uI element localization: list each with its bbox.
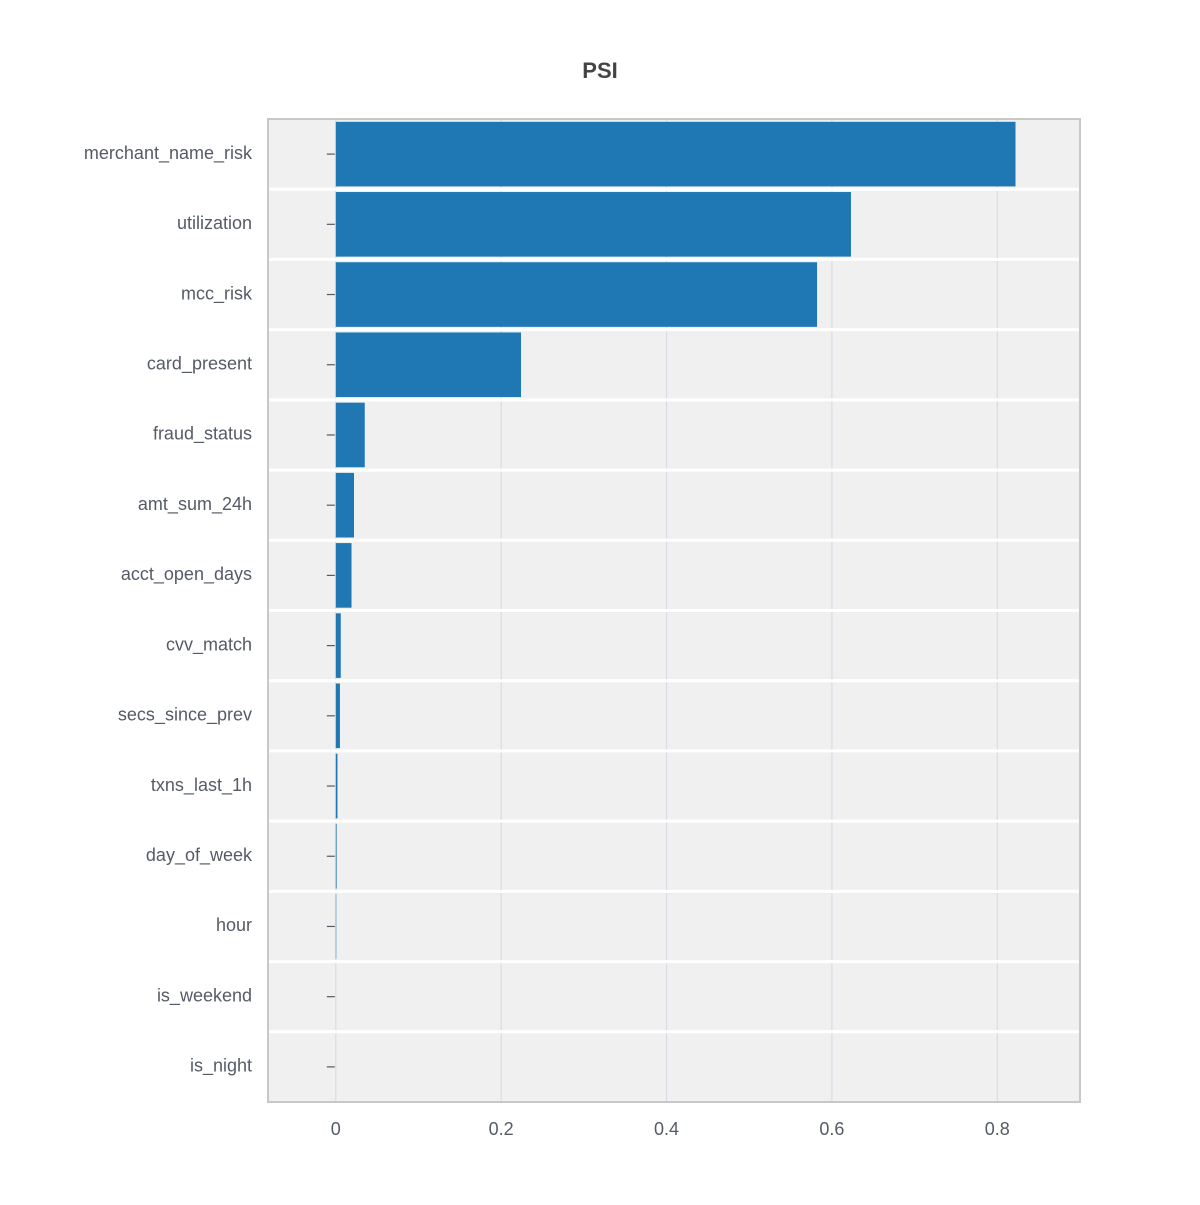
- bar: [336, 192, 851, 257]
- y-tick-label: amt_sum_24h: [138, 494, 252, 515]
- x-tick-label: 0: [331, 1119, 341, 1139]
- bar: [336, 754, 338, 819]
- y-tick-label: mcc_risk: [181, 283, 253, 304]
- y-tick-label: is_weekend: [157, 985, 252, 1006]
- y-tick-label: day_of_week: [146, 845, 253, 866]
- y-tick-label: merchant_name_risk: [84, 143, 253, 164]
- y-tick-label: txns_last_1h: [151, 775, 252, 796]
- bar: [336, 262, 817, 327]
- bar: [336, 613, 341, 678]
- y-tick-label: cvv_match: [166, 634, 252, 655]
- bar: [336, 543, 352, 608]
- bar: [336, 824, 337, 889]
- y-tick-label: utilization: [177, 213, 252, 233]
- bar: [336, 684, 340, 749]
- x-tick-label: 0.6: [819, 1119, 844, 1139]
- bar: [336, 403, 365, 468]
- y-tick-label: hour: [216, 915, 252, 935]
- y-tick-label: is_night: [190, 1056, 252, 1077]
- y-tick-label: acct_open_days: [121, 564, 252, 585]
- x-tick-label: 0.2: [489, 1119, 514, 1139]
- bar: [336, 473, 354, 538]
- y-tick-label: secs_since_prev: [118, 705, 252, 726]
- x-tick-label: 0.8: [985, 1119, 1010, 1139]
- y-tick-label: fraud_status: [153, 424, 252, 445]
- bar: [336, 332, 521, 397]
- y-tick-label: card_present: [147, 354, 252, 375]
- chart-title: PSI: [582, 58, 617, 83]
- bar: [336, 122, 1016, 187]
- x-tick-label: 0.4: [654, 1119, 679, 1139]
